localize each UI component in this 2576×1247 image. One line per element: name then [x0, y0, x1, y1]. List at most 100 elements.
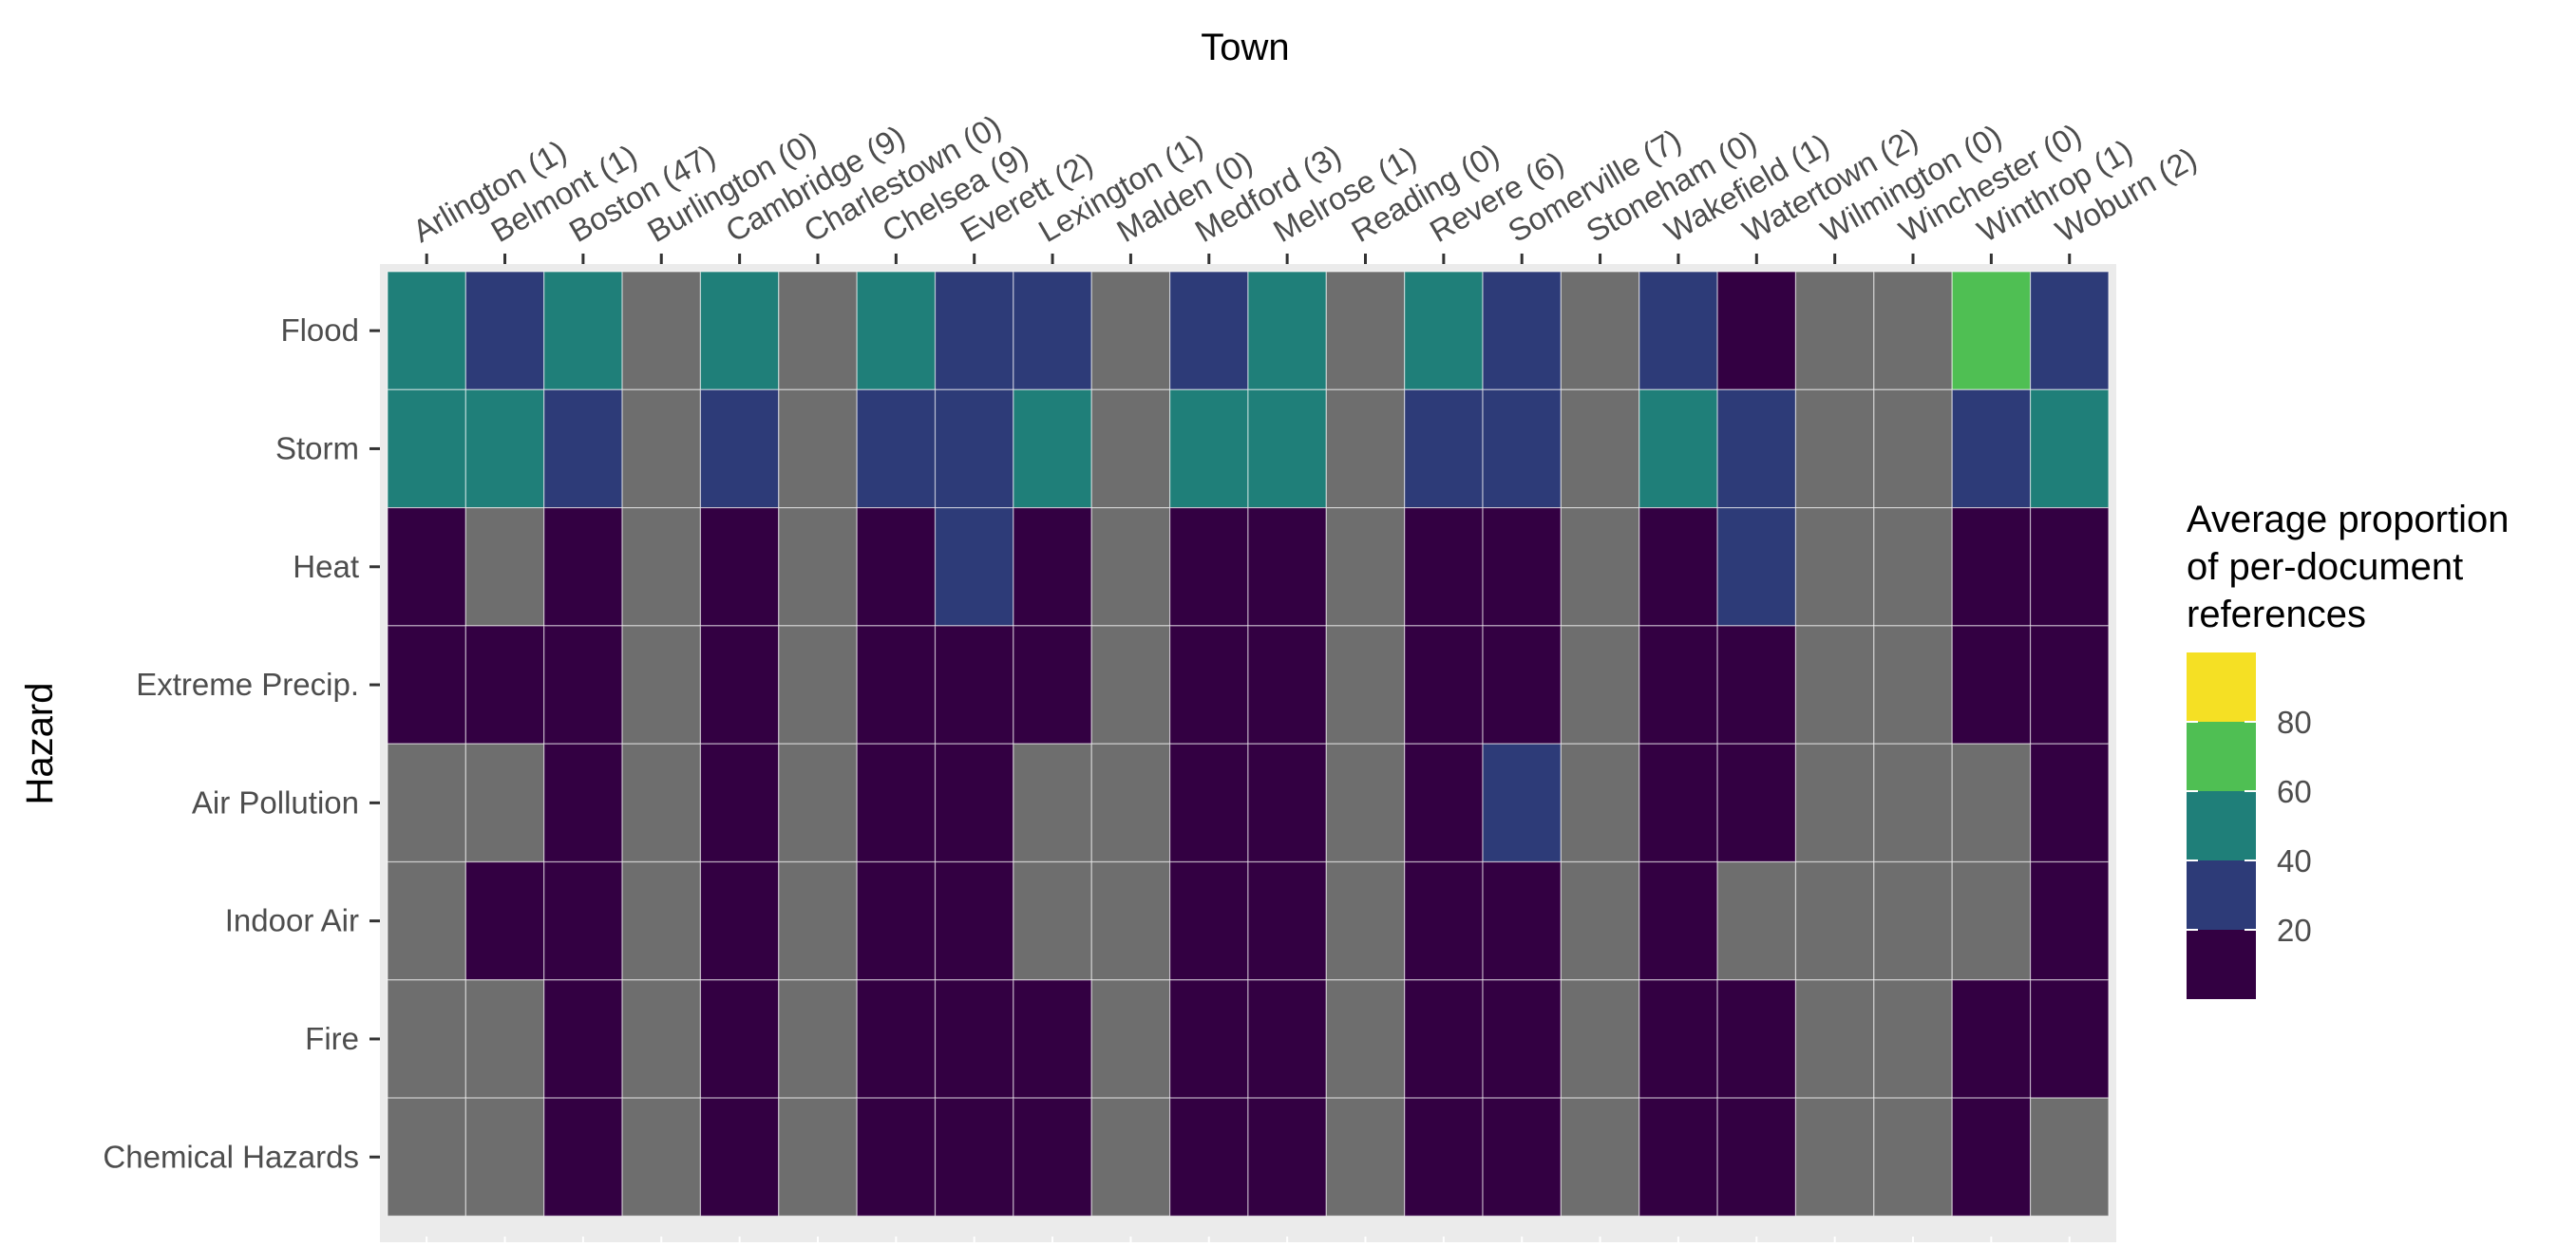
legend-title: references [2187, 594, 2366, 635]
heatmap-cell [1794, 743, 1875, 863]
heatmap-cell [543, 625, 623, 745]
heatmap-cell [1013, 860, 1092, 981]
heatmap-cell [1482, 979, 1563, 1099]
heatmap-cell [699, 625, 780, 745]
heatmap-cell [1168, 743, 1249, 863]
heatmap-cell [1716, 625, 1797, 745]
heatmap-cell [699, 271, 780, 390]
heatmap-cell [1247, 506, 1327, 627]
heatmap-cell [778, 625, 858, 745]
heatmap-cell [2029, 979, 2110, 1099]
heatmap-cell [1638, 1097, 1718, 1217]
heatmap-cell [856, 625, 937, 745]
heatmap-cell [464, 743, 545, 863]
heatmap-cell [934, 625, 1014, 745]
heatmap-cell [1482, 271, 1563, 390]
heatmap-cell [1638, 743, 1718, 863]
heatmap-cell [1325, 743, 1406, 863]
heatmap-cell [1873, 860, 1953, 981]
heatmap-cell [1013, 625, 1092, 745]
y-tick-label: Fire [305, 1021, 359, 1056]
heatmap-cell [1168, 506, 1249, 627]
heatmap-cell [778, 506, 858, 627]
heatmap-cell [621, 388, 702, 509]
heatmap-cell [1951, 743, 2032, 863]
heatmap-cell [1404, 625, 1484, 745]
heatmap-cell [1560, 1097, 1640, 1217]
heatmap-cell [1090, 388, 1171, 509]
heatmap-cell [1404, 743, 1484, 863]
y-tick-label: Extreme Precip. [136, 667, 359, 702]
heatmap-cell [543, 506, 623, 627]
heatmap-cell [934, 388, 1014, 509]
heatmap-cell [2029, 860, 2110, 981]
heatmap-cell [778, 860, 858, 981]
heatmap-cell [1247, 979, 1327, 1099]
heatmap-cell [621, 625, 702, 745]
heatmap-cell [1873, 625, 1953, 745]
legend-label: 60 [2277, 774, 2312, 809]
heatmap-cell [778, 271, 858, 390]
heatmap-cell [1404, 979, 1484, 1099]
heatmap-cell [934, 979, 1014, 1099]
y-tick-label: Air Pollution [192, 784, 359, 820]
heatmap-cell [1794, 625, 1875, 745]
heatmap-cell [1560, 271, 1640, 390]
y-axis-title: Hazard [19, 683, 61, 805]
legend-key [2187, 930, 2256, 999]
heatmap-cell [621, 1097, 702, 1217]
heatmap-cell [387, 271, 466, 390]
heatmap-cell [1168, 271, 1249, 390]
heatmap-cell [778, 1097, 858, 1217]
x-axis-title: Town [1201, 27, 1289, 68]
y-tick-label: Heat [293, 549, 359, 584]
heatmap-cell [934, 1097, 1014, 1217]
heatmap-cell [1951, 979, 2032, 1099]
y-axis-ticks: Flood Storm Heat Extreme Precip. Air Polluti… [103, 312, 380, 1174]
heatmap-cell [1168, 860, 1249, 981]
heatmap-cell [699, 860, 780, 981]
heatmap-cell [934, 271, 1014, 390]
heatmap-cell [1873, 388, 1953, 509]
heatmap-cell [934, 860, 1014, 981]
heatmap-cell [1090, 1097, 1171, 1217]
heatmap-cell [1560, 743, 1640, 863]
heatmap-cell [1325, 625, 1406, 745]
heatmap-cell [387, 743, 466, 863]
heatmap-cell [387, 388, 466, 509]
heatmap-cell [778, 743, 858, 863]
heatmap-cell [1404, 1097, 1484, 1217]
heatmap-cell [1013, 271, 1092, 390]
heatmap-cell [1168, 625, 1249, 745]
heatmap-cell [464, 979, 545, 1099]
heatmap-cell [1716, 388, 1797, 509]
heatmap-cell [543, 271, 623, 390]
heatmap-cell [387, 1097, 466, 1217]
heatmap-cell [699, 743, 780, 863]
heatmap-cell [1951, 271, 2032, 390]
heatmap-cell [1560, 625, 1640, 745]
heatmap-cell [387, 625, 466, 745]
heatmap-cell [1638, 271, 1718, 390]
heatmap-cell [621, 743, 702, 863]
heatmap-cell [1090, 979, 1171, 1099]
heatmap-cell [1013, 388, 1092, 509]
heatmap-cell [934, 743, 1014, 863]
heatmap-cell [1482, 860, 1563, 981]
heatmap-cell [1794, 1097, 1875, 1217]
heatmap-cell [1247, 860, 1327, 981]
heatmap-cell [621, 271, 702, 390]
y-tick-label: Indoor Air [225, 903, 359, 938]
heatmap-cell [1090, 743, 1171, 863]
heatmap-cell [1013, 1097, 1092, 1217]
heatmap-cell [1404, 271, 1484, 390]
heatmap-cell [1325, 271, 1406, 390]
heatmap-cell [543, 1097, 623, 1217]
heatmap-cell [1638, 860, 1718, 981]
heatmap-cell [1482, 1097, 1563, 1217]
y-tick-label: Storm [275, 430, 359, 465]
heatmap-cell [856, 388, 937, 509]
heatmap-cell [621, 979, 702, 1099]
heatmap-cell [1247, 625, 1327, 745]
